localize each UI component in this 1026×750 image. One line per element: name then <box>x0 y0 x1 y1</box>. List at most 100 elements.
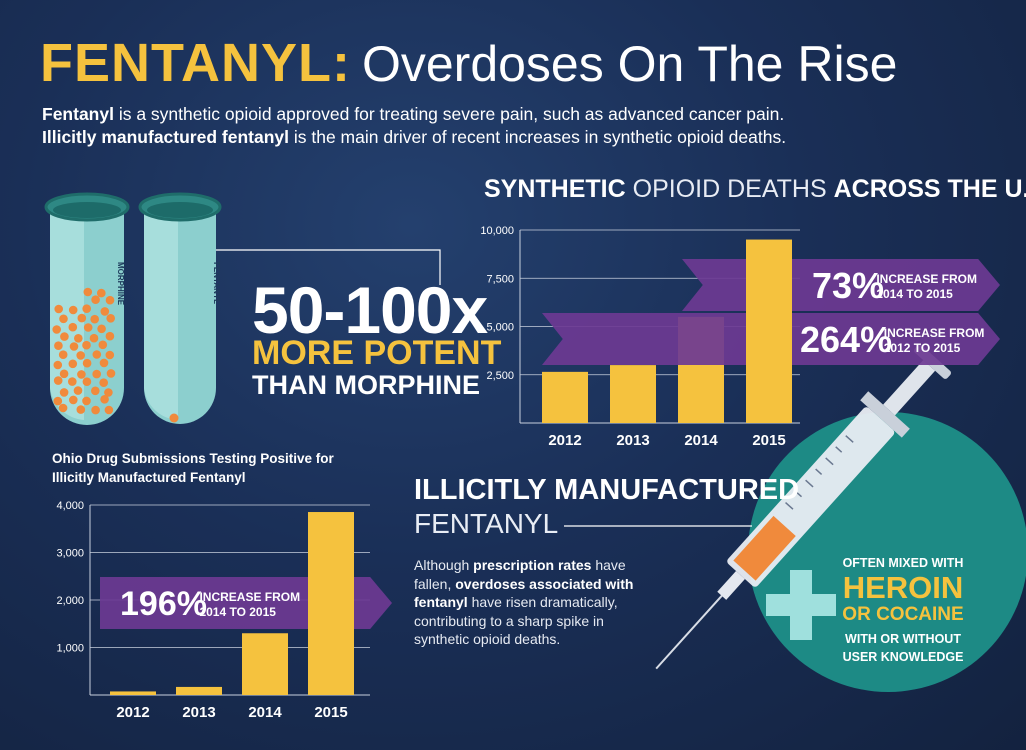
morphine-label: MORPHINE <box>116 262 125 306</box>
morphine-dot <box>82 340 91 350</box>
morphine-dot <box>73 386 83 395</box>
morphine-dot <box>92 350 102 359</box>
chart1-heading-part3: ACROSS THE U.S. <box>833 175 1026 203</box>
circle-line-3: OR COCAINE <box>842 604 964 625</box>
morphine-dot <box>83 323 93 332</box>
morphine-dot <box>104 405 114 415</box>
illicit-title: ILLICITLY MANUFACTURED <box>414 474 800 506</box>
intro-line-2-bold: Illicitly manufactured fentanyl <box>42 127 289 147</box>
chart1-heading: SYNTHETIC OPIOID DEATHS ACROSS THE U.S. <box>484 175 1026 204</box>
fentanyl-label: FENTANYL <box>212 262 221 304</box>
circle-line-2: HEROIN <box>842 570 964 605</box>
x-tick-label: 2012 <box>548 432 581 449</box>
bar-2013 <box>610 365 656 423</box>
morphine-dot <box>82 358 92 368</box>
x-tick-label: 2015 <box>752 432 785 449</box>
x-tick-label: 2013 <box>182 704 215 721</box>
x-tick-label: 2013 <box>616 432 649 449</box>
morphine-dot <box>97 288 106 298</box>
illicit-body-5: have risen dramatically, contributing to… <box>414 594 618 648</box>
annotation-196-text2: 2014 TO 2015 <box>199 605 276 619</box>
title-subtitle: Overdoses On The Rise <box>361 36 898 92</box>
morphine-dot <box>83 287 93 297</box>
morphine-dot <box>106 369 116 378</box>
morphine-dot <box>74 334 83 343</box>
morphine-dot <box>53 360 63 370</box>
morphine-dot <box>91 295 100 305</box>
annotation-73-text1: INCREASE FROM <box>876 272 977 286</box>
bar-2012 <box>110 691 156 695</box>
morphine-dot <box>77 313 87 323</box>
annotation-264-text2: 2012 TO 2015 <box>884 341 961 355</box>
annotation-73-text2: 2014 TO 2015 <box>876 287 953 301</box>
chart-us-deaths: 2,500 5,000 7,500 10,000 2012 2013 2014 2015 73%… <box>480 225 1000 449</box>
morphine-dot <box>58 403 68 413</box>
chart2-heading-line2: Illicitly Manufactured Fentanyl <box>52 469 246 485</box>
morphine-dot <box>100 395 109 404</box>
x-tick-label: 2012 <box>116 704 149 721</box>
morphine-dot <box>82 304 91 314</box>
morphine-dot <box>68 322 78 332</box>
circle-line-5: USER KNOWLEDGE <box>842 650 964 664</box>
x-tick-label: 2014 <box>248 704 282 721</box>
chart1-heading-part2: OPIOID DEATHS <box>625 175 834 203</box>
annotation-196-text1: INCREASE FROM <box>199 590 300 604</box>
morphine-dot <box>105 295 115 305</box>
bar-2015-front <box>308 512 354 695</box>
bar-2014 <box>242 633 288 695</box>
intro-line-1-rest: is a synthetic opioid approved for treat… <box>113 104 785 124</box>
syringe-icon <box>655 344 951 670</box>
morphine-dot <box>59 388 69 397</box>
morphine-dot <box>89 333 99 343</box>
chart-ohio-submissions: 1,000 2,000 3,000 4,000 2012 2013 2014 2015 196%… <box>56 500 392 721</box>
annotation-196-pct: 196% <box>120 585 207 623</box>
morphine-dot <box>52 325 61 334</box>
circle-line-4: WITH OR WITHOUT <box>845 632 961 646</box>
morphine-dot <box>105 331 115 341</box>
morphine-dot <box>104 388 113 397</box>
morphine-dot <box>54 341 63 351</box>
potency-line-2: MORE POTENT <box>252 334 502 372</box>
circle-line-1: OFTEN MIXED WITH <box>842 556 964 570</box>
potency-pointer-line <box>212 249 441 285</box>
morphine-dot <box>91 386 100 396</box>
morphine-dot <box>106 314 115 323</box>
morphine-dot <box>90 314 99 324</box>
morphine-dot <box>76 351 85 360</box>
morphine-dot <box>69 395 78 405</box>
morphine-dots <box>52 287 116 415</box>
morphine-dot <box>58 350 68 360</box>
morphine-dot <box>99 378 108 388</box>
y-tick-label: 4,000 <box>56 500 84 512</box>
morphine-dot <box>68 305 78 315</box>
morphine-dot <box>105 350 115 360</box>
plus-icon <box>766 570 836 640</box>
morphine-dot <box>68 377 77 386</box>
morphine-dot <box>60 332 69 341</box>
bar-2015-front <box>746 239 792 423</box>
intro-line-1: Fentanyl is a synthetic opioid approved … <box>42 104 784 125</box>
morphine-dot <box>97 324 106 334</box>
fentanyl-tube <box>138 192 222 424</box>
y-tick-label: 7,500 <box>486 273 514 285</box>
illicit-subtitle: FENTANYL <box>414 508 559 539</box>
morphine-dot <box>92 369 101 379</box>
morphine-dot <box>100 307 110 316</box>
morphine-dot <box>59 314 68 324</box>
potency-number: 50-100x <box>252 273 488 347</box>
chart2-heading-line1: Ohio Drug Submissions Testing Positive f… <box>52 451 334 466</box>
illicit-body-4: overdoses associated with fentanyl <box>414 575 634 611</box>
morphine-dot <box>59 369 69 379</box>
annotation-264-pct: 264% <box>800 319 892 360</box>
morphine-dot <box>99 358 109 368</box>
morphine-dot <box>69 342 79 351</box>
annotation-73-pct: 73% <box>812 265 884 306</box>
intro-line-2-rest: is the main driver of recent increases i… <box>289 127 787 147</box>
y-tick-label: 2,000 <box>56 595 84 607</box>
y-tick-label: 1,000 <box>56 643 84 655</box>
morphine-dot <box>53 376 63 385</box>
illicit-body-2: prescription rates <box>473 557 592 573</box>
page-title: FENTANYL: Overdoses On The Rise <box>40 36 897 90</box>
y-tick-label: 5,000 <box>486 322 514 334</box>
annotation-264-text1: INCREASE FROM <box>884 326 985 340</box>
